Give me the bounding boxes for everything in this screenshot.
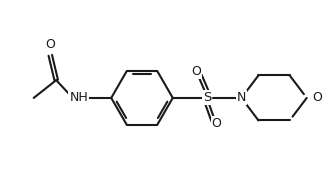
Text: O: O	[45, 38, 55, 51]
Text: O: O	[313, 91, 322, 104]
Text: N: N	[237, 91, 246, 104]
Text: NH: NH	[69, 91, 88, 104]
Text: S: S	[203, 91, 211, 104]
Text: O: O	[212, 117, 222, 130]
Text: O: O	[191, 65, 202, 78]
